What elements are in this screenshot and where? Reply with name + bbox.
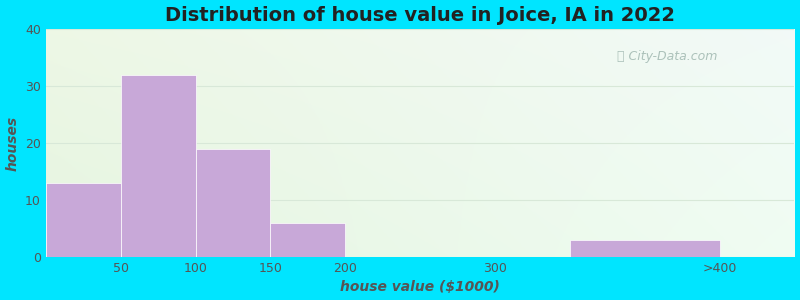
Y-axis label: houses: houses (6, 116, 19, 170)
Title: Distribution of house value in Joice, IA in 2022: Distribution of house value in Joice, IA… (165, 6, 675, 25)
Bar (570, 240, 719, 257)
Bar (270, 223, 346, 257)
Bar (46, 183, 121, 257)
X-axis label: house value ($1000): house value ($1000) (340, 280, 500, 294)
Bar (195, 149, 270, 257)
Text: ⓘ City-Data.com: ⓘ City-Data.com (617, 50, 718, 63)
Bar (121, 74, 195, 257)
